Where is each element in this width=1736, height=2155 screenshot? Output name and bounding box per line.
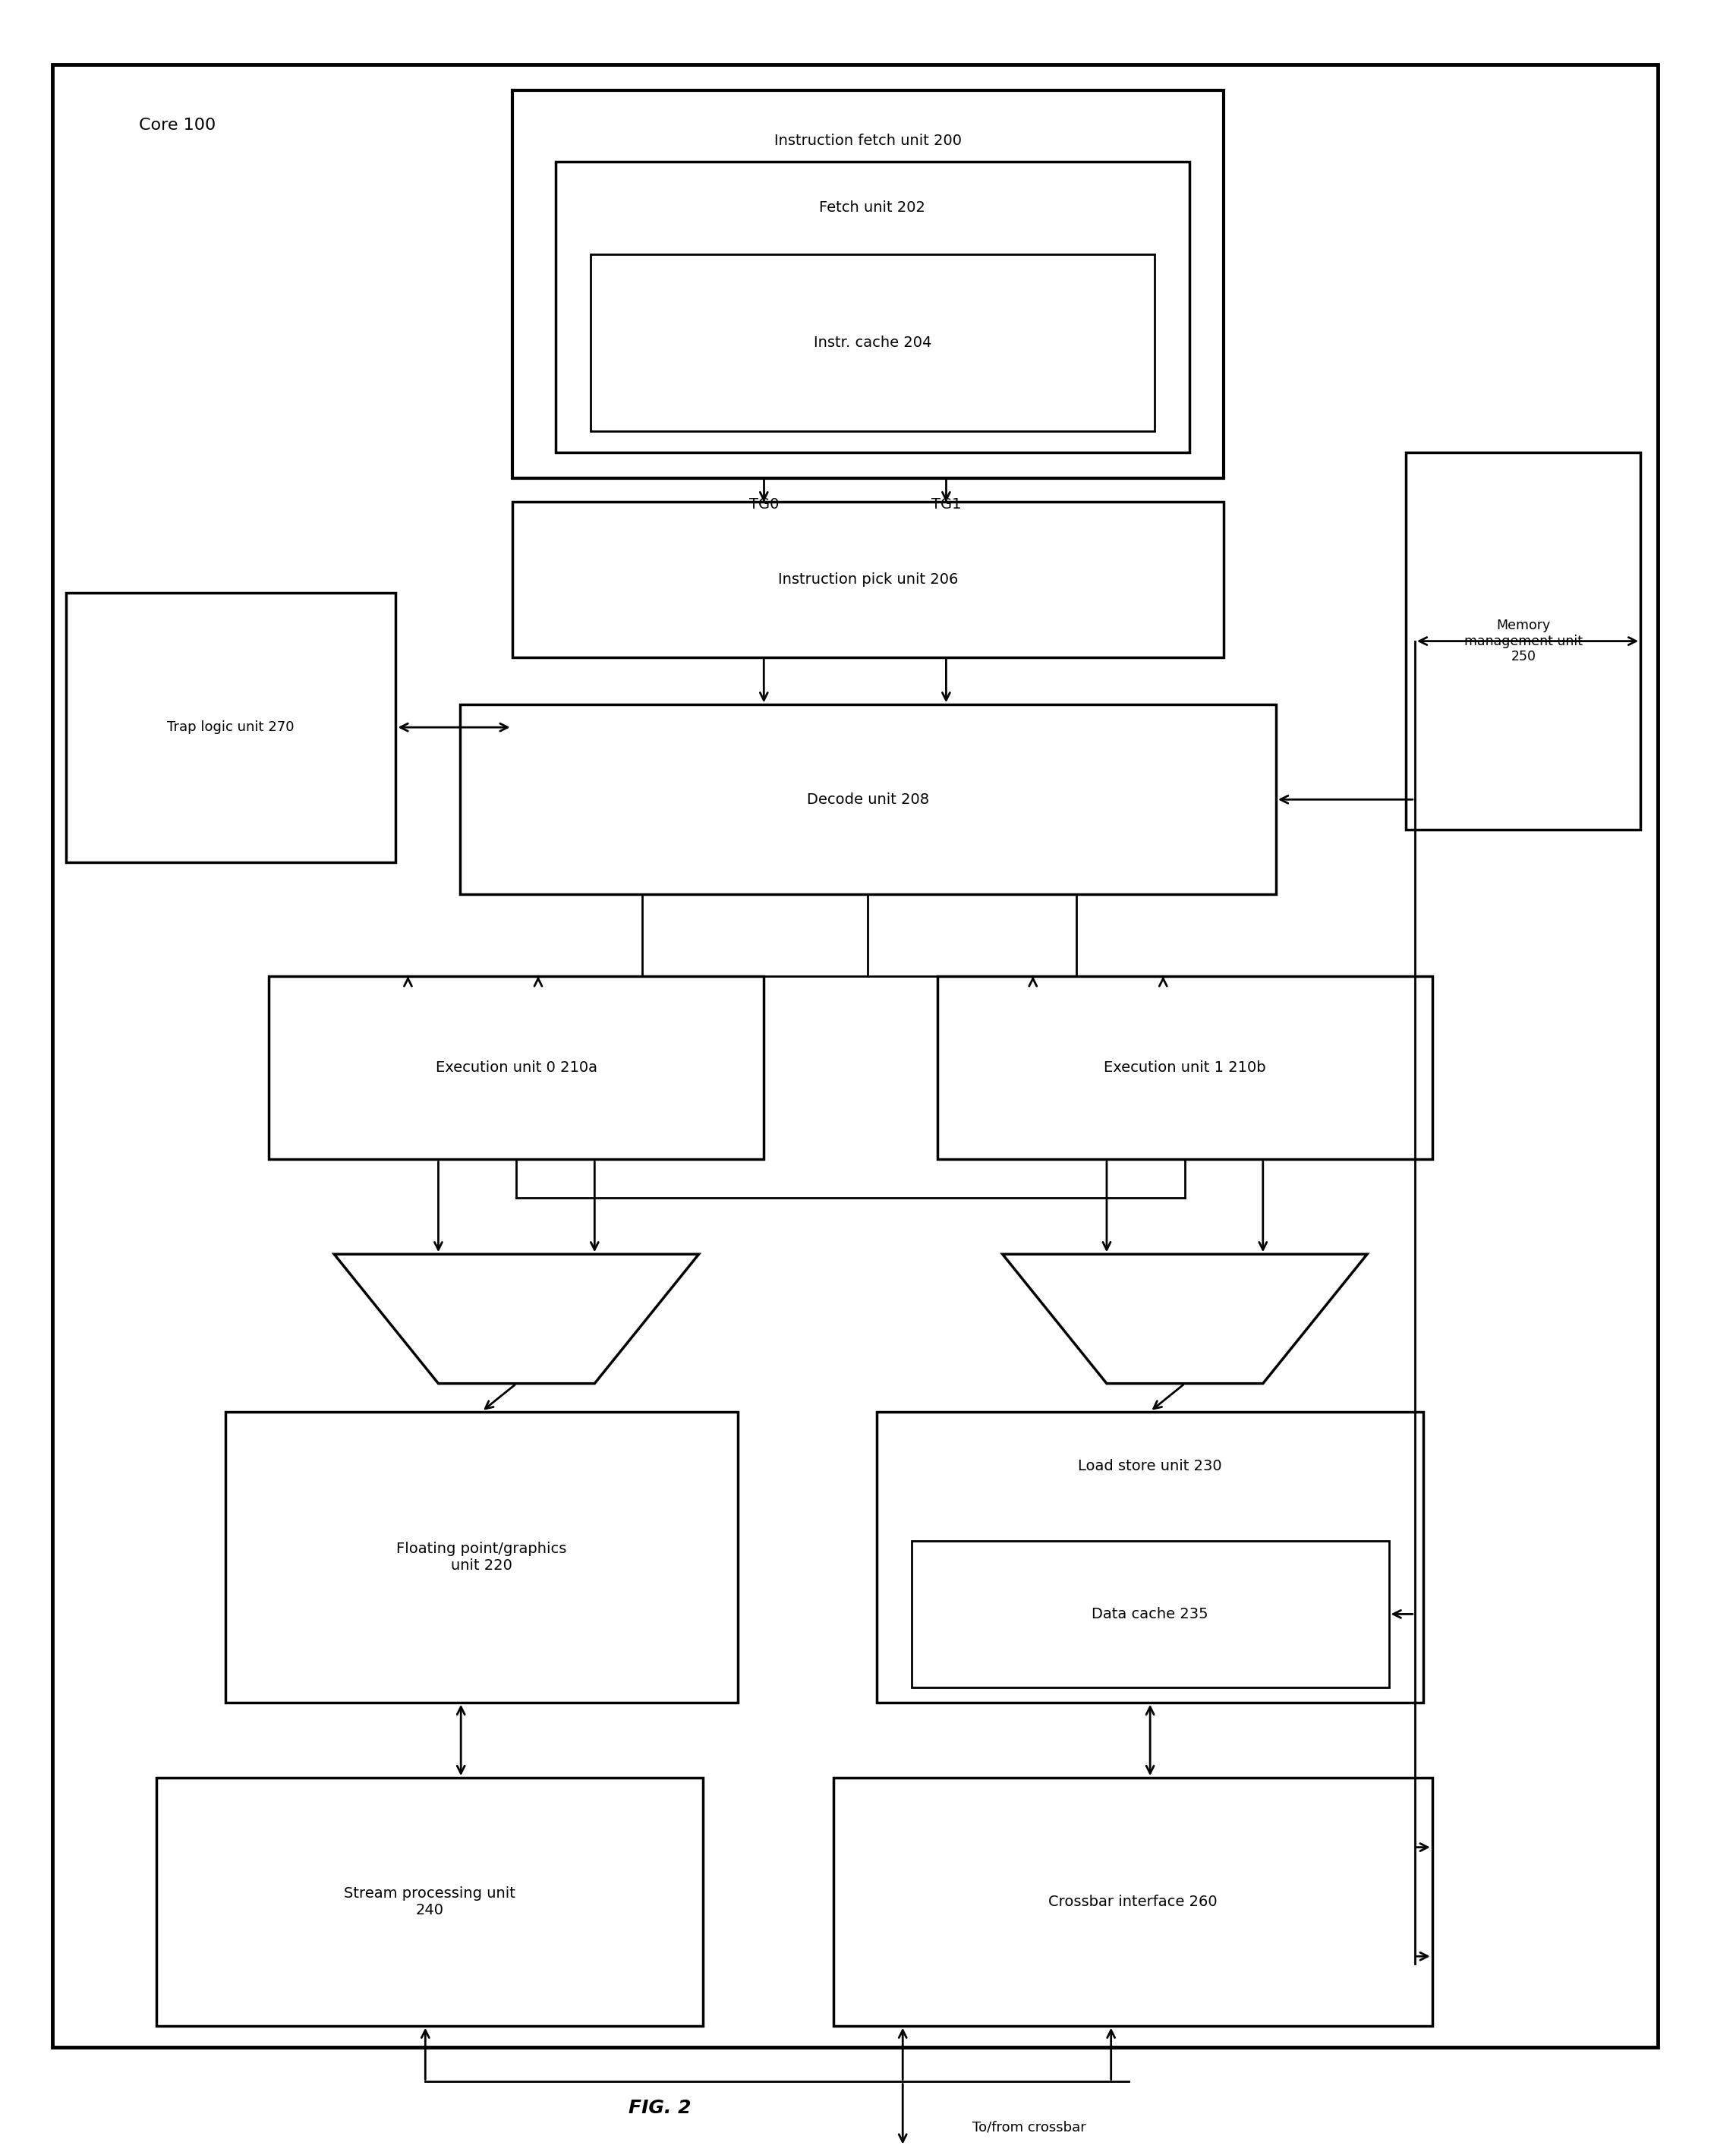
FancyBboxPatch shape	[52, 65, 1658, 2047]
Text: Execution unit 0 210a: Execution unit 0 210a	[436, 1060, 597, 1075]
Text: TG0: TG0	[748, 498, 779, 511]
FancyBboxPatch shape	[590, 254, 1154, 431]
Text: Data cache 235: Data cache 235	[1092, 1608, 1208, 1621]
Text: Instr. cache 204: Instr. cache 204	[814, 336, 930, 349]
Text: Memory
management unit
250: Memory management unit 250	[1463, 618, 1583, 664]
Text: Crossbar interface 260: Crossbar interface 260	[1049, 1894, 1217, 1909]
FancyBboxPatch shape	[66, 593, 396, 862]
FancyBboxPatch shape	[556, 162, 1189, 453]
Text: FIG. 2: FIG. 2	[628, 2099, 691, 2116]
FancyBboxPatch shape	[269, 976, 764, 1159]
Polygon shape	[1002, 1254, 1366, 1384]
Text: Trap logic unit 270: Trap logic unit 270	[167, 720, 295, 735]
Text: Instruction pick unit 206: Instruction pick unit 206	[778, 573, 958, 586]
FancyBboxPatch shape	[512, 91, 1224, 478]
FancyBboxPatch shape	[1406, 453, 1641, 830]
Text: Decode unit 208: Decode unit 208	[807, 793, 929, 806]
Text: Stream processing unit
240: Stream processing unit 240	[344, 1886, 516, 1918]
FancyBboxPatch shape	[937, 976, 1432, 1159]
FancyBboxPatch shape	[460, 705, 1276, 894]
FancyBboxPatch shape	[911, 1541, 1389, 1687]
Polygon shape	[333, 1254, 698, 1384]
Text: Floating point/graphics
unit 220: Floating point/graphics unit 220	[396, 1541, 568, 1573]
FancyBboxPatch shape	[226, 1412, 738, 1702]
Text: Core 100: Core 100	[139, 116, 215, 134]
Text: TG1: TG1	[930, 498, 962, 511]
FancyBboxPatch shape	[156, 1778, 703, 2026]
Text: Instruction fetch unit 200: Instruction fetch unit 200	[774, 134, 962, 149]
Text: Execution unit 1 210b: Execution unit 1 210b	[1104, 1060, 1266, 1075]
FancyBboxPatch shape	[877, 1412, 1424, 1702]
FancyBboxPatch shape	[512, 502, 1224, 657]
Text: Fetch unit 202: Fetch unit 202	[819, 200, 925, 216]
Text: To/from crossbar: To/from crossbar	[972, 2121, 1085, 2133]
Text: Load store unit 230: Load store unit 230	[1078, 1459, 1222, 1474]
FancyBboxPatch shape	[833, 1778, 1432, 2026]
